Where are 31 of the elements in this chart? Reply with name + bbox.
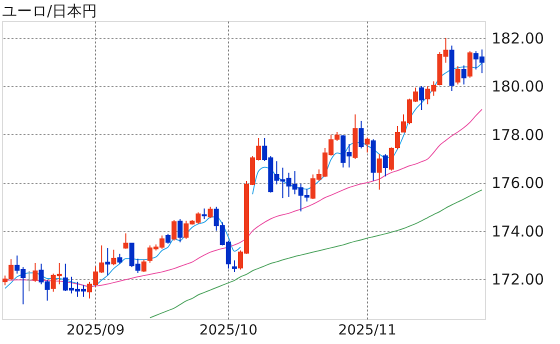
y-tick-label: 178.00 xyxy=(492,126,544,144)
candlestick xyxy=(172,220,177,242)
y-tick-label: 174.00 xyxy=(492,222,544,240)
chart-title: ユーロ/日本円 xyxy=(2,2,98,20)
x-tick-label: 2025/09 xyxy=(66,322,125,338)
candlestick xyxy=(111,249,116,266)
x-tick-label: 2025/10 xyxy=(199,322,258,338)
y-tick-label: 180.00 xyxy=(492,78,544,96)
y-tick-label: 172.00 xyxy=(492,270,544,289)
candlestick xyxy=(358,120,364,149)
candlestick xyxy=(105,248,110,276)
candlestick xyxy=(461,64,466,85)
candlestick xyxy=(123,232,128,250)
y-tick-label: 176.00 xyxy=(492,174,544,192)
candlestick xyxy=(141,259,146,272)
x-tick-label: 2025/11 xyxy=(338,322,396,338)
candlestick xyxy=(178,218,183,243)
y-tick-label: 182.00 xyxy=(492,29,544,48)
candlestick xyxy=(117,253,122,264)
candlestick xyxy=(166,233,171,244)
line-series xyxy=(149,189,482,318)
candlestick xyxy=(376,154,382,190)
candlestick xyxy=(455,66,460,85)
candlestick xyxy=(32,262,38,282)
candlestick xyxy=(364,137,370,154)
candlestick xyxy=(419,86,424,111)
candlestick xyxy=(382,154,388,177)
candlestick xyxy=(467,50,472,78)
candlestick xyxy=(208,206,213,219)
candlestick xyxy=(232,260,237,272)
candlestick xyxy=(388,146,394,172)
